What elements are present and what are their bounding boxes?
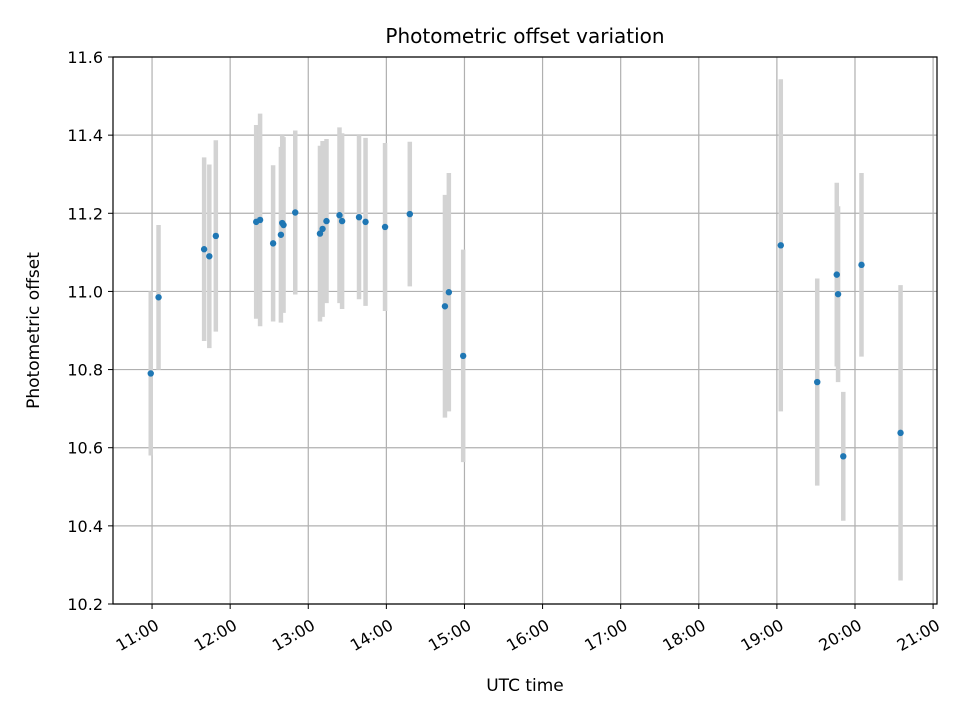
error-bars xyxy=(148,79,903,581)
axis-ticks: 11:00 12:00 13:00 14:00 15:00 16:00 17:00 18:00… xyxy=(67,48,943,655)
data-point xyxy=(441,303,449,310)
data-point xyxy=(381,223,389,231)
data-point xyxy=(362,218,369,226)
grid xyxy=(113,56,937,605)
data-point xyxy=(280,221,287,229)
data-point xyxy=(277,231,285,238)
data-point xyxy=(212,232,220,240)
chart-title: Photometric offset variation xyxy=(385,24,664,48)
y-tick-label: 11.4 xyxy=(67,126,103,145)
data-point xyxy=(147,370,154,377)
data-point xyxy=(406,210,413,218)
data-point xyxy=(256,216,264,224)
y-tick-label: 10.4 xyxy=(67,517,103,536)
y-tick-label: 11.6 xyxy=(67,48,103,67)
y-tick-label: 10.8 xyxy=(67,361,103,380)
data-point xyxy=(155,294,162,301)
data-point xyxy=(355,213,363,221)
data-point xyxy=(897,429,904,437)
x-tick-label: 17:00 xyxy=(581,615,630,655)
data-point xyxy=(319,225,326,233)
data-point xyxy=(292,209,299,216)
x-axis-title: UTC time xyxy=(486,676,564,696)
data-point xyxy=(814,378,821,386)
data-point xyxy=(459,352,467,360)
x-tick-label: 21:00 xyxy=(894,615,943,655)
data-point xyxy=(336,212,343,219)
data-point xyxy=(206,253,213,260)
plot-frame xyxy=(112,56,938,605)
x-tick-label: 13:00 xyxy=(269,615,318,655)
data-point xyxy=(833,271,840,278)
data-point xyxy=(777,242,784,249)
x-tick-label: 12:00 xyxy=(191,615,240,655)
data-point xyxy=(269,240,277,247)
x-tick-label: 19:00 xyxy=(737,615,786,655)
data-points xyxy=(147,209,904,460)
data-point xyxy=(445,289,453,296)
x-tick-label: 16:00 xyxy=(503,615,552,655)
x-tick-label: 14:00 xyxy=(347,615,396,655)
x-tick-label: 18:00 xyxy=(659,615,708,655)
y-tick-label: 11.2 xyxy=(67,204,103,223)
x-tick-label: 15:00 xyxy=(425,615,474,655)
data-point xyxy=(316,230,324,237)
x-tick-label: 20:00 xyxy=(816,615,865,655)
data-point xyxy=(834,290,842,298)
x-tick-label: 11:00 xyxy=(113,615,162,655)
data-point xyxy=(338,217,346,225)
y-axis-title: Photometric offset xyxy=(24,252,44,409)
y-tick-label: 10.6 xyxy=(67,439,103,458)
y-tick-label: 10.2 xyxy=(67,595,103,614)
data-point xyxy=(323,217,330,225)
data-point xyxy=(840,453,847,460)
y-tick-label: 11.0 xyxy=(67,282,103,301)
data-point xyxy=(200,246,208,253)
data-point xyxy=(858,261,865,269)
